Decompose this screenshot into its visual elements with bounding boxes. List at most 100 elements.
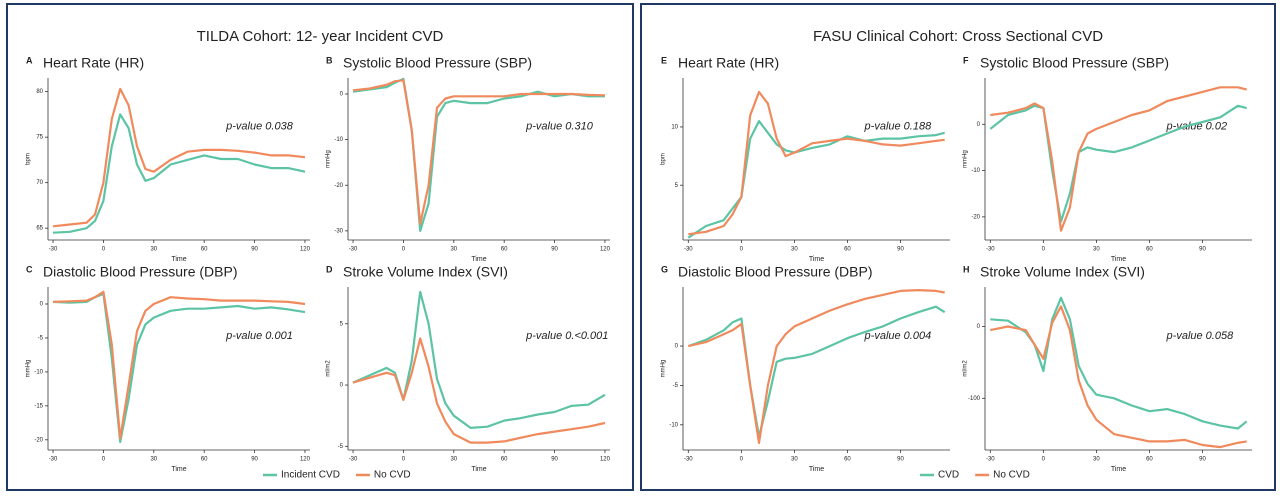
- x-axis-label: Time: [471, 466, 486, 473]
- y-tick-label: -5: [673, 383, 679, 389]
- x-tick-label: 90: [1199, 247, 1206, 253]
- chart-title: Stroke Volume Index (SVI): [980, 264, 1145, 280]
- y-tick-label: 5: [340, 321, 344, 327]
- y-axis-label: mmHg: [326, 150, 332, 168]
- y-tick-label: -10: [34, 369, 43, 375]
- x-axis-label: Time: [471, 256, 486, 263]
- y-tick-label: -15: [34, 403, 43, 409]
- series-line: [989, 104, 1247, 223]
- y-axis-label: mmHg: [661, 360, 667, 378]
- x-tick-label: -30: [349, 247, 358, 253]
- x-tick-label: -30: [986, 247, 995, 253]
- x-tick-label: 0: [1042, 457, 1046, 463]
- x-tick-label: 120: [300, 457, 311, 463]
- legend-label: No CVD: [374, 470, 411, 481]
- x-tick-label: 120: [600, 457, 611, 463]
- y-tick-label: 75: [36, 135, 43, 141]
- x-tick-label: 60: [844, 457, 851, 463]
- chart-title: Stroke Volume Index (SVI): [343, 264, 508, 280]
- x-tick-label: 0: [102, 457, 106, 463]
- annotation: p-value 0.188: [864, 121, 933, 133]
- x-tick-label: 0: [740, 457, 744, 463]
- x-tick-label: 0: [402, 247, 406, 253]
- x-tick-label: 60: [1146, 457, 1153, 463]
- x-axis-label: Time: [1111, 466, 1126, 473]
- series-line: [687, 120, 945, 239]
- x-tick-label: 60: [844, 247, 851, 253]
- y-tick-label: -5: [338, 444, 344, 450]
- x-tick-label: 0: [1042, 247, 1046, 253]
- x-tick-label: 30: [1093, 457, 1100, 463]
- y-tick-label: 5: [675, 183, 679, 189]
- x-axis-label: Time: [809, 466, 824, 473]
- y-tick-label: 0: [675, 344, 679, 350]
- y-tick-label: 10: [671, 125, 678, 131]
- series-line: [52, 113, 306, 234]
- y-axis-label: ml/m2: [326, 360, 332, 377]
- y-tick-label: -10: [334, 137, 343, 143]
- panel-label: B: [326, 55, 333, 65]
- x-tick-label: -30: [49, 247, 58, 253]
- x-tick-label: 60: [501, 457, 508, 463]
- series-line: [687, 305, 946, 438]
- y-tick-label: -20: [334, 183, 343, 189]
- x-tick-label: 0: [740, 247, 744, 253]
- legend-label: CVD: [938, 470, 959, 481]
- x-axis-label: Time: [171, 256, 186, 263]
- x-tick-label: 90: [551, 247, 558, 253]
- x-tick-label: 120: [300, 247, 311, 253]
- y-axis-label: mmHg: [26, 360, 32, 378]
- x-tick-label: 120: [600, 247, 611, 253]
- chart-title: Heart Rate (HR): [43, 55, 144, 71]
- y-tick-label: -30: [334, 228, 343, 234]
- x-axis-label: Time: [1111, 256, 1126, 263]
- series-line: [688, 90, 945, 236]
- x-tick-label: 90: [251, 457, 258, 463]
- y-tick-label: -10: [669, 422, 678, 428]
- x-tick-label: 0: [102, 247, 106, 253]
- series-line: [990, 86, 1247, 232]
- x-tick-label: -30: [684, 247, 693, 253]
- panel-frame: [6, 3, 634, 491]
- x-axis-label: Time: [171, 466, 186, 473]
- panel-label: C: [26, 264, 33, 274]
- x-axis-label: Time: [809, 256, 824, 263]
- x-tick-label: 30: [450, 457, 457, 463]
- x-tick-label: 60: [201, 247, 208, 253]
- series-line: [688, 289, 945, 444]
- y-tick-label: 65: [36, 226, 43, 232]
- panel-label: H: [963, 264, 970, 274]
- x-tick-label: -30: [349, 457, 358, 463]
- annotation: p-value 0.02: [1166, 121, 1228, 133]
- x-tick-label: -30: [986, 457, 995, 463]
- x-tick-label: 30: [150, 247, 157, 253]
- x-tick-label: 60: [501, 247, 508, 253]
- chart-title: Diastolic Blood Pressure (DBP): [678, 264, 873, 280]
- chart-title: Systolic Blood Pressure (SBP): [980, 55, 1169, 71]
- x-tick-label: -30: [684, 457, 693, 463]
- y-tick-label: 0: [340, 383, 344, 389]
- x-tick-label: 90: [251, 247, 258, 253]
- x-tick-label: 0: [402, 457, 406, 463]
- legend-label: No CVD: [993, 470, 1030, 481]
- y-tick-label: 80: [36, 89, 43, 95]
- chart-title: Diastolic Blood Pressure (DBP): [43, 264, 238, 280]
- annotation: p-value 0.038: [225, 121, 294, 133]
- x-tick-label: 90: [551, 457, 558, 463]
- panel-label: D: [326, 264, 333, 274]
- y-axis-label: bpm: [26, 153, 32, 165]
- x-tick-label: 60: [201, 457, 208, 463]
- y-axis-label: bpm: [661, 153, 667, 165]
- y-tick-label: -10: [971, 168, 980, 174]
- y-tick-label: 0: [340, 92, 344, 98]
- panel-label: F: [963, 55, 969, 65]
- series-line: [352, 79, 606, 226]
- y-tick-label: 70: [36, 180, 43, 186]
- legend-label: Incident CVD: [281, 470, 340, 481]
- x-tick-label: 30: [450, 247, 457, 253]
- y-tick-label: -5: [38, 336, 44, 342]
- series-line: [352, 337, 606, 444]
- x-tick-label: 30: [150, 457, 157, 463]
- chart-title: Systolic Blood Pressure (SBP): [343, 55, 532, 71]
